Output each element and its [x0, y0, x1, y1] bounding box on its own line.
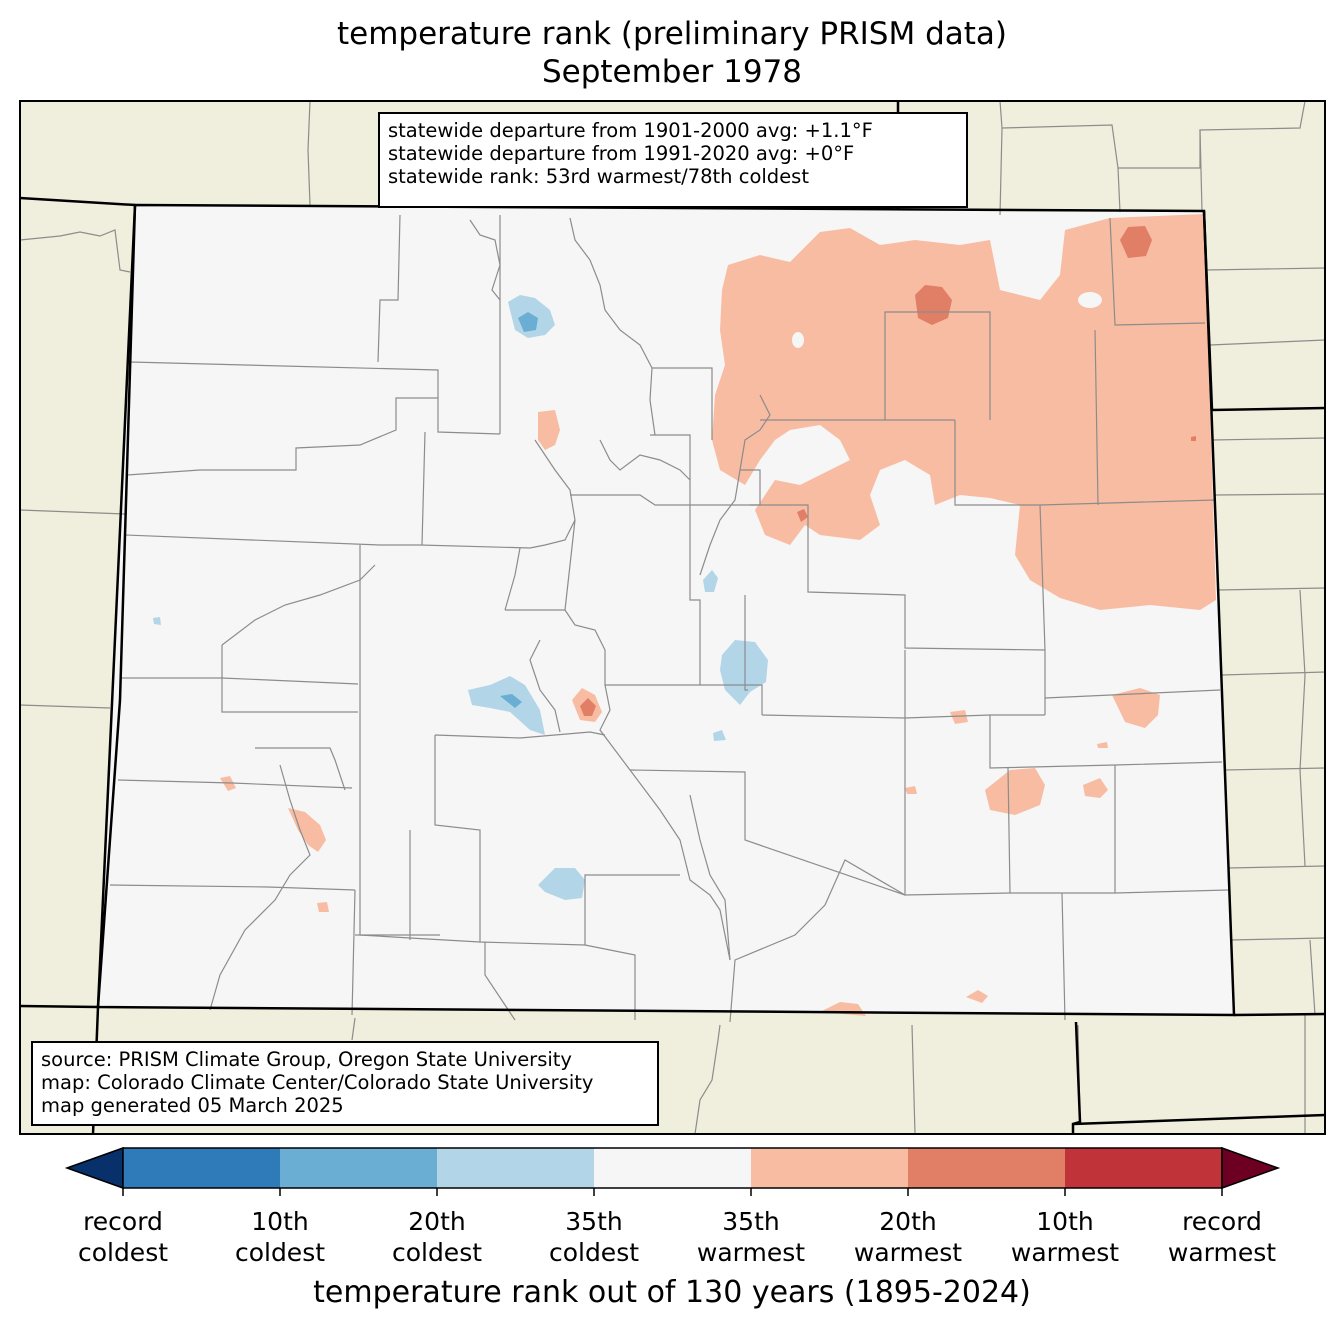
- anomaly-region-20th-coldest: [538, 868, 585, 900]
- colorbar-segment: [751, 1148, 908, 1188]
- map-subtitle: September 1978: [541, 54, 803, 90]
- colorbar-segment: [594, 1148, 751, 1188]
- tick-label-line: coldest: [234, 1238, 326, 1267]
- county-boundaries: [109, 214, 1229, 1023]
- tick-label-line: warmest: [1010, 1238, 1120, 1267]
- anomaly-region-20th-coldest: [468, 676, 545, 735]
- anomaly-region-20th-warmest: [950, 710, 968, 724]
- tick-label-line: 10th: [1036, 1207, 1094, 1236]
- statewide-stats-box: statewide departure from 1901-2000 avg: …: [378, 112, 968, 208]
- anomaly-region-20th-warmest: [538, 410, 560, 450]
- anomaly-region-20th-warmest: [220, 776, 236, 791]
- anomaly-spot-10th-warmest: [580, 698, 596, 716]
- anomaly-region-20th-warmest: [712, 214, 1216, 610]
- anomaly-region-20th-warmest: [317, 902, 329, 912]
- cool-anomaly-spots: [500, 312, 538, 708]
- anomaly-spot-10th-coldest: [500, 694, 522, 708]
- source-line: source: PRISM Climate Group, Oregon Stat…: [41, 1048, 572, 1071]
- anomaly-region-20th-warmest: [1112, 688, 1160, 728]
- anomaly-region-20th-warmest: [985, 768, 1045, 815]
- anomaly-region-20th-warmest: [288, 808, 326, 852]
- source-line: map generated 05 March 2025: [41, 1094, 344, 1117]
- colorbar-segment: [280, 1148, 437, 1188]
- anomaly-spot-10th-coldest: [518, 312, 538, 332]
- tick-label-line: 35th: [565, 1207, 623, 1236]
- tick-label-line: warmest: [853, 1238, 963, 1267]
- stats-line: statewide departure from 1901-2000 avg: …: [388, 119, 873, 142]
- warm-region-gaps: [792, 292, 1102, 348]
- colorbar-ticks: [122, 1188, 1223, 1196]
- anomaly-region-20th-warmest: [905, 786, 917, 794]
- tick-label-line: 10th: [251, 1207, 309, 1236]
- map-title: temperature rank (preliminary PRISM data…: [336, 16, 1007, 52]
- colorbar-extend-warm: [1221, 1146, 1281, 1190]
- colorbar-axis-label: temperature rank out of 130 years (1895-…: [313, 1275, 1031, 1310]
- colorbar-extend-cold: [64, 1146, 124, 1190]
- tick-label-line: warmest: [696, 1238, 806, 1267]
- tick-label-line: warmest: [1167, 1238, 1277, 1267]
- colorbar-tick-label: 35th warmest: [666, 1206, 836, 1268]
- colorbar-tick-label: 20th coldest: [352, 1206, 522, 1268]
- tick-label-line: 35th: [722, 1207, 780, 1236]
- warm-anomaly-spots: [580, 226, 1196, 716]
- anomaly-region-20th-coldest: [720, 640, 768, 705]
- anomaly-spot-10th-warmest: [797, 509, 808, 522]
- colorbar-segment: [437, 1148, 594, 1188]
- anomaly-spot-10th-warmest: [915, 285, 952, 325]
- colorbar-tick-label: record warmest: [1137, 1206, 1307, 1268]
- anomaly-spot-10th-warmest: [1120, 226, 1152, 258]
- tick-label-line: coldest: [77, 1238, 169, 1267]
- anomaly-region-20th-coldest: [703, 570, 718, 592]
- anomaly-region-20th-coldest: [713, 730, 726, 741]
- colorbar-segment: [1065, 1148, 1222, 1188]
- colorbar-segment: [123, 1148, 280, 1188]
- anomaly-region-20th-warmest: [1097, 742, 1108, 748]
- anomaly-region-20th-warmest: [1083, 778, 1108, 798]
- colorbar-tick-label: 10th warmest: [980, 1206, 1150, 1268]
- tick-label-line: record: [83, 1207, 163, 1236]
- source-line: map: Colorado Climate Center/Colorado St…: [41, 1071, 594, 1094]
- colorbar-tick-label: 10th coldest: [195, 1206, 365, 1268]
- colorbar: [64, 1146, 1281, 1196]
- anomaly-region-20th-warmest: [966, 990, 988, 1003]
- map-frame: [19, 100, 1326, 1135]
- colorbar-outline: [122, 1147, 1223, 1189]
- tick-label-line: coldest: [391, 1238, 483, 1267]
- neighbor-county-lines: [19, 100, 1326, 1135]
- colorbar-tick-label: record coldest: [38, 1206, 208, 1268]
- anomaly-spot-10th-warmest: [1191, 436, 1196, 441]
- warm-anomaly-regions: [220, 214, 1216, 1016]
- anomaly-region-20th-coldest: [153, 617, 161, 625]
- colorbar-tick-label: 20th warmest: [823, 1206, 993, 1268]
- colorbar-tick-label: 35th coldest: [509, 1206, 679, 1268]
- source-credits-box: source: PRISM Climate Group, Oregon Stat…: [31, 1041, 659, 1126]
- tick-label-line: 20th: [408, 1207, 466, 1236]
- tick-label-line: record: [1182, 1207, 1262, 1236]
- tick-label-line: coldest: [548, 1238, 640, 1267]
- tick-label-line: 20th: [879, 1207, 937, 1236]
- stats-line: statewide rank: 53rd warmest/78th coldes…: [388, 165, 809, 188]
- colorbar-segment: [908, 1148, 1065, 1188]
- stats-line: statewide departure from 1991-2020 avg: …: [388, 142, 855, 165]
